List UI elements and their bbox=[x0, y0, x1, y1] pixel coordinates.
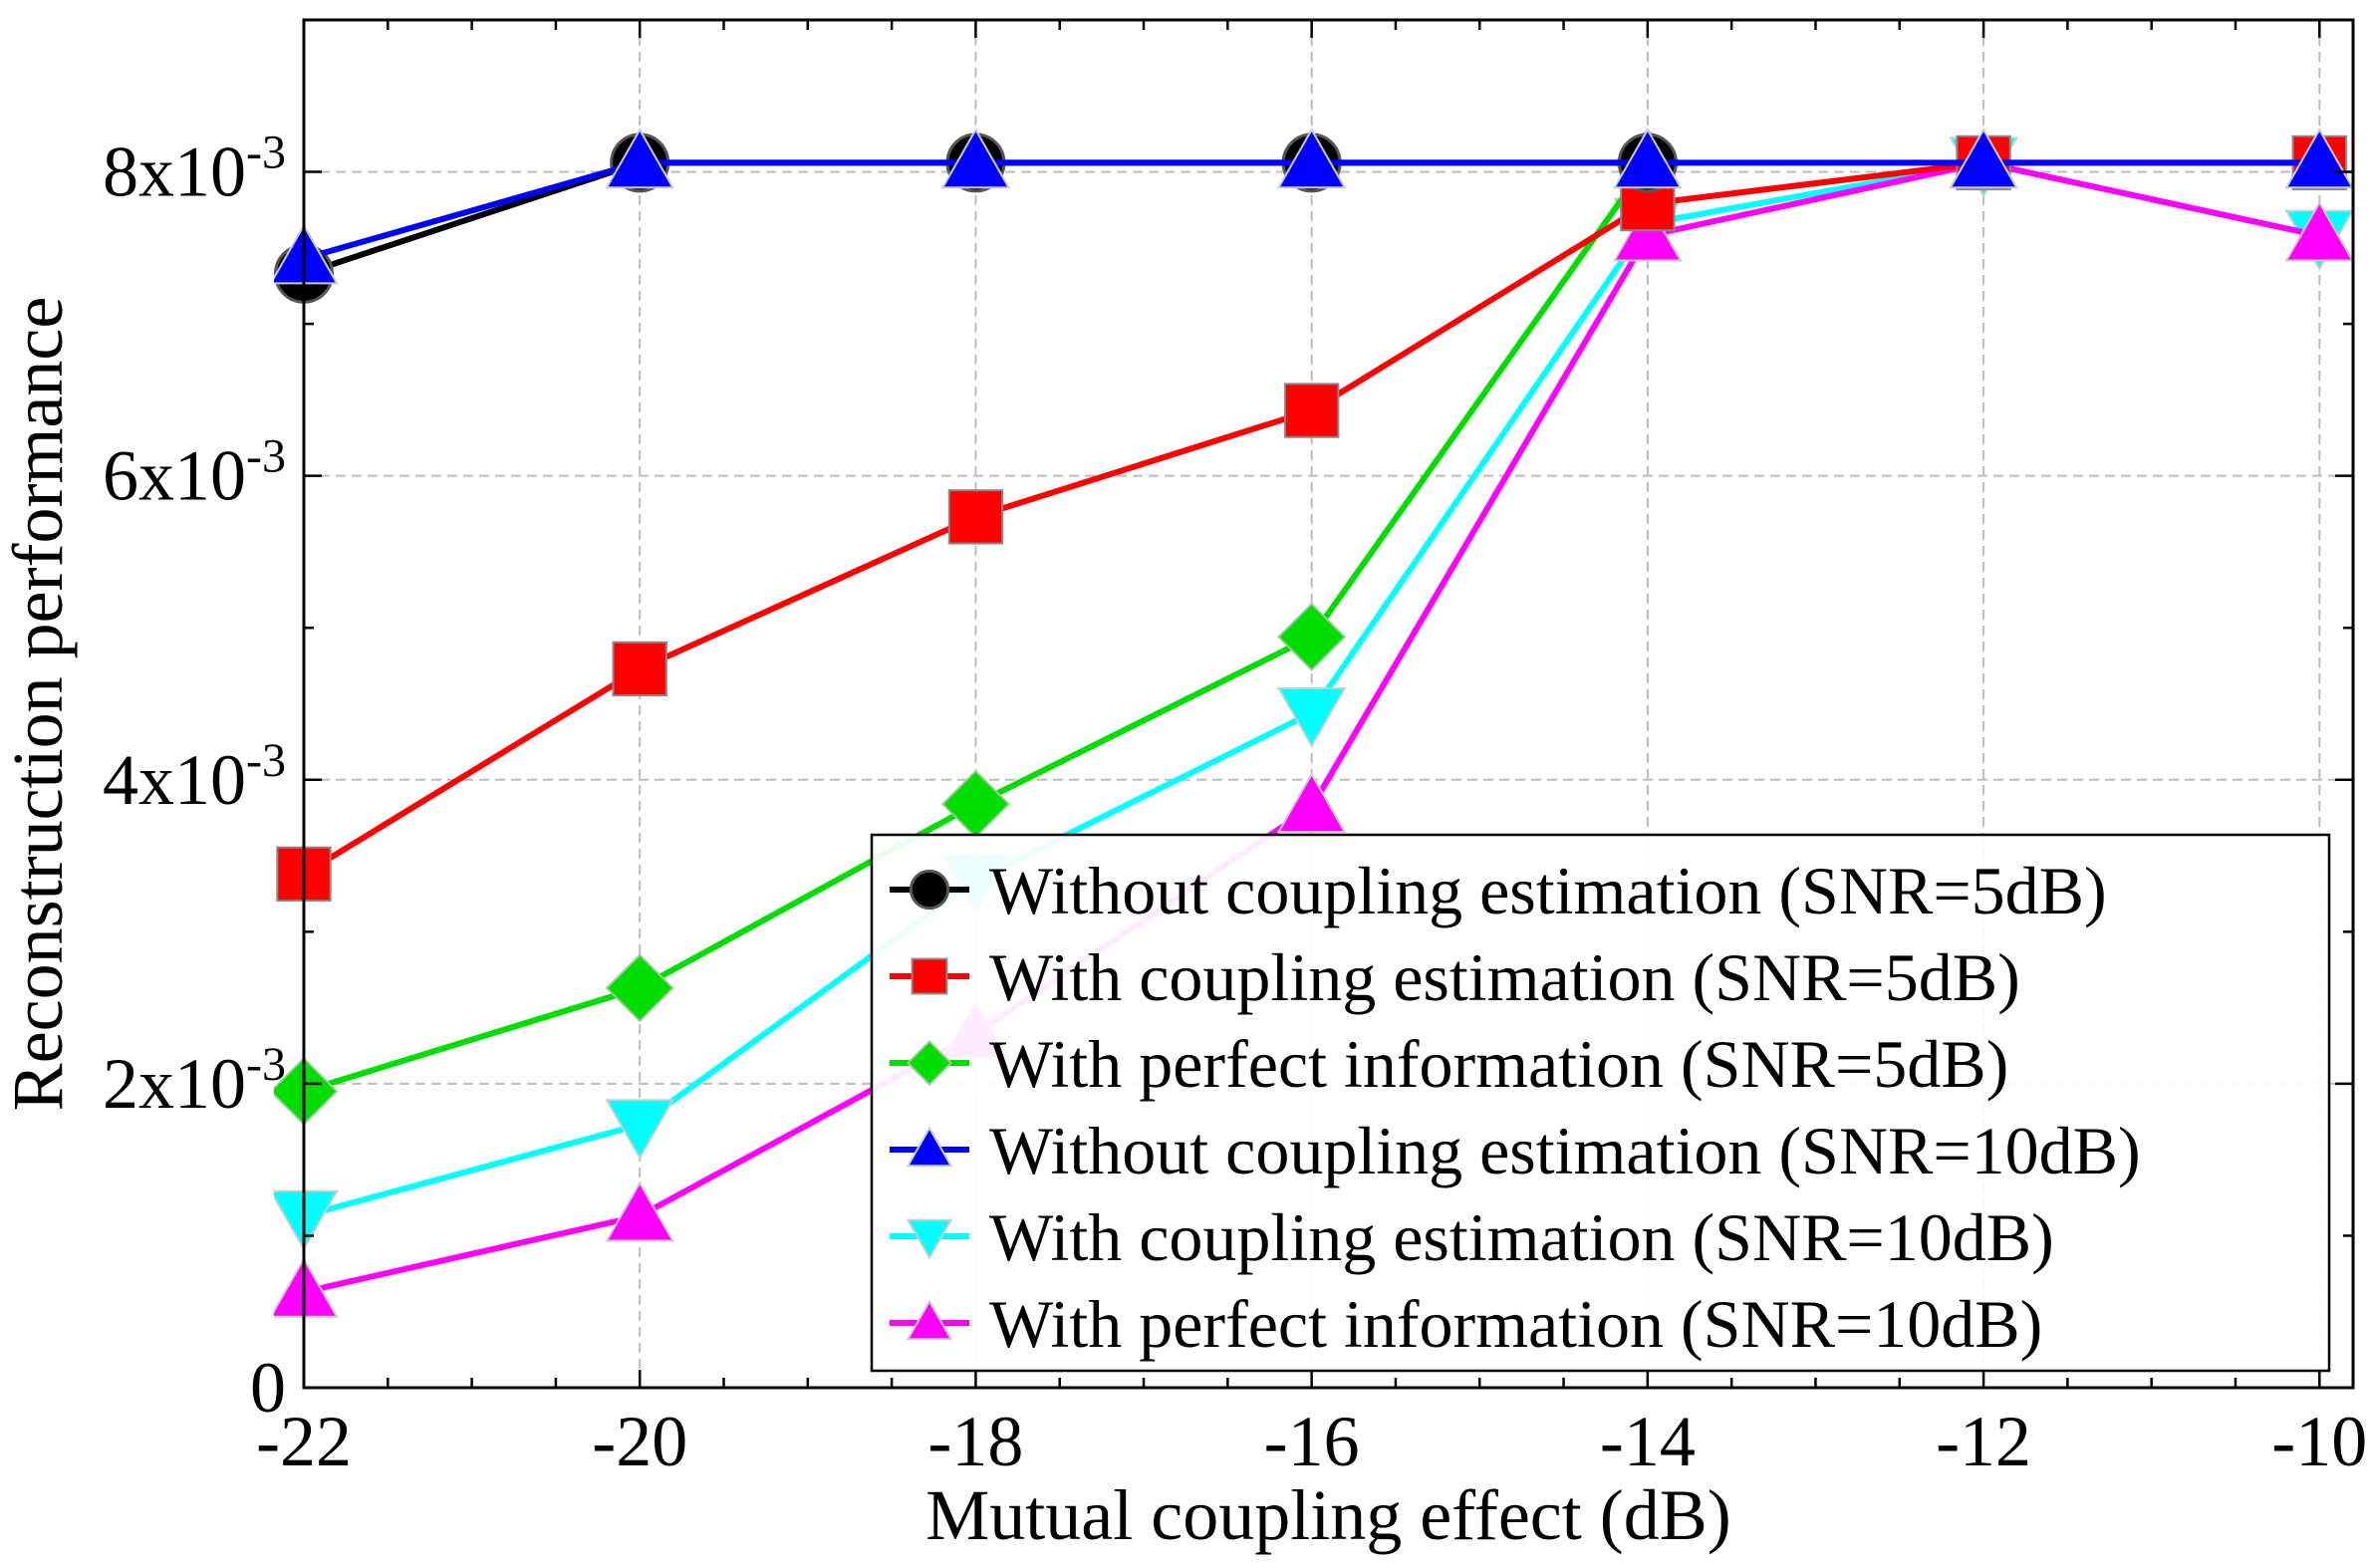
series-point bbox=[947, 489, 1004, 545]
x-tick-label: -12 bbox=[1936, 1402, 2031, 1481]
y-tick-label: 4x10-3 bbox=[103, 734, 286, 820]
series-point bbox=[605, 1099, 675, 1161]
legend-label: With perfect information (SNR=5dB) bbox=[989, 1026, 2008, 1102]
legend: Without coupling estimation (SNR=5dB) Wit… bbox=[870, 833, 2331, 1373]
legend-entry: Without coupling estimation (SNR=5dB) bbox=[890, 853, 2107, 928]
axes: -22 -20 -18 -16 -14 -12 -10 0 2x10-3 4x10-3 6x10-3… bbox=[103, 18, 2367, 1481]
legend-label: With coupling estimation (SNR=5dB) bbox=[989, 939, 2020, 1015]
legend-swatch-marker bbox=[911, 957, 948, 995]
x-tick-label: -18 bbox=[927, 1402, 1023, 1481]
legend-entry: With perfect information (SNR=10dB) bbox=[890, 1286, 2042, 1362]
legend-entry: Without coupling estimation (SNR=10dB) bbox=[890, 1113, 2141, 1188]
series-point bbox=[1949, 128, 2018, 189]
series-point bbox=[612, 641, 667, 697]
series-point bbox=[605, 1180, 675, 1242]
legend-entry: With perfect information (SNR=5dB) bbox=[890, 1026, 2008, 1102]
series-point bbox=[1276, 128, 1347, 189]
legend-label: With perfect information (SNR=10dB) bbox=[989, 1286, 2042, 1362]
series-point bbox=[1613, 200, 1683, 262]
legend-label: Without coupling estimation (SNR=10dB) bbox=[989, 1113, 2141, 1188]
x-tick-label: -14 bbox=[1600, 1402, 1696, 1481]
series-point bbox=[605, 953, 674, 1023]
series-point bbox=[2284, 200, 2355, 262]
series-point bbox=[940, 769, 1010, 839]
legend-entry: With coupling estimation (SNR=10dB) bbox=[890, 1199, 2054, 1275]
legend-entry: With coupling estimation (SNR=5dB) bbox=[890, 939, 2020, 1015]
series-point bbox=[605, 128, 675, 189]
y-tick-label: 0 bbox=[250, 1348, 286, 1428]
series-point bbox=[1613, 128, 1683, 189]
x-tick-label: -20 bbox=[592, 1402, 687, 1481]
series-point bbox=[1283, 383, 1340, 438]
legend-label: With coupling estimation (SNR=10dB) bbox=[989, 1199, 2054, 1275]
x-tick-label: -22 bbox=[256, 1402, 352, 1481]
x-axis-title: Mutual coupling effect (dB) bbox=[925, 1475, 1730, 1555]
x-tick-label: -10 bbox=[2271, 1402, 2367, 1481]
plot-frame bbox=[302, 18, 2355, 1390]
x-tick-label: -16 bbox=[1264, 1402, 1360, 1481]
series-point bbox=[1276, 686, 1347, 748]
series-point bbox=[1276, 772, 1347, 834]
series-point bbox=[1277, 602, 1347, 671]
y-tick-label: 8x10-3 bbox=[103, 127, 286, 212]
legend-swatch-marker bbox=[906, 1299, 953, 1341]
legend-swatch-marker bbox=[906, 1126, 953, 1168]
legend-swatch-marker bbox=[906, 1218, 953, 1260]
y-axis-title: Reconstruction performance bbox=[0, 297, 78, 1112]
legend-label: Without coupling estimation (SNR=5dB) bbox=[989, 853, 2107, 928]
y-tick-label: 2x10-3 bbox=[103, 1038, 286, 1124]
legend-swatch-marker bbox=[906, 1039, 953, 1087]
y-tick-label: 6x10-3 bbox=[103, 430, 286, 516]
series-point bbox=[940, 128, 1011, 189]
legend-box bbox=[870, 833, 2331, 1373]
legend-swatch-marker bbox=[909, 869, 950, 911]
series-4 bbox=[274, 128, 2355, 285]
